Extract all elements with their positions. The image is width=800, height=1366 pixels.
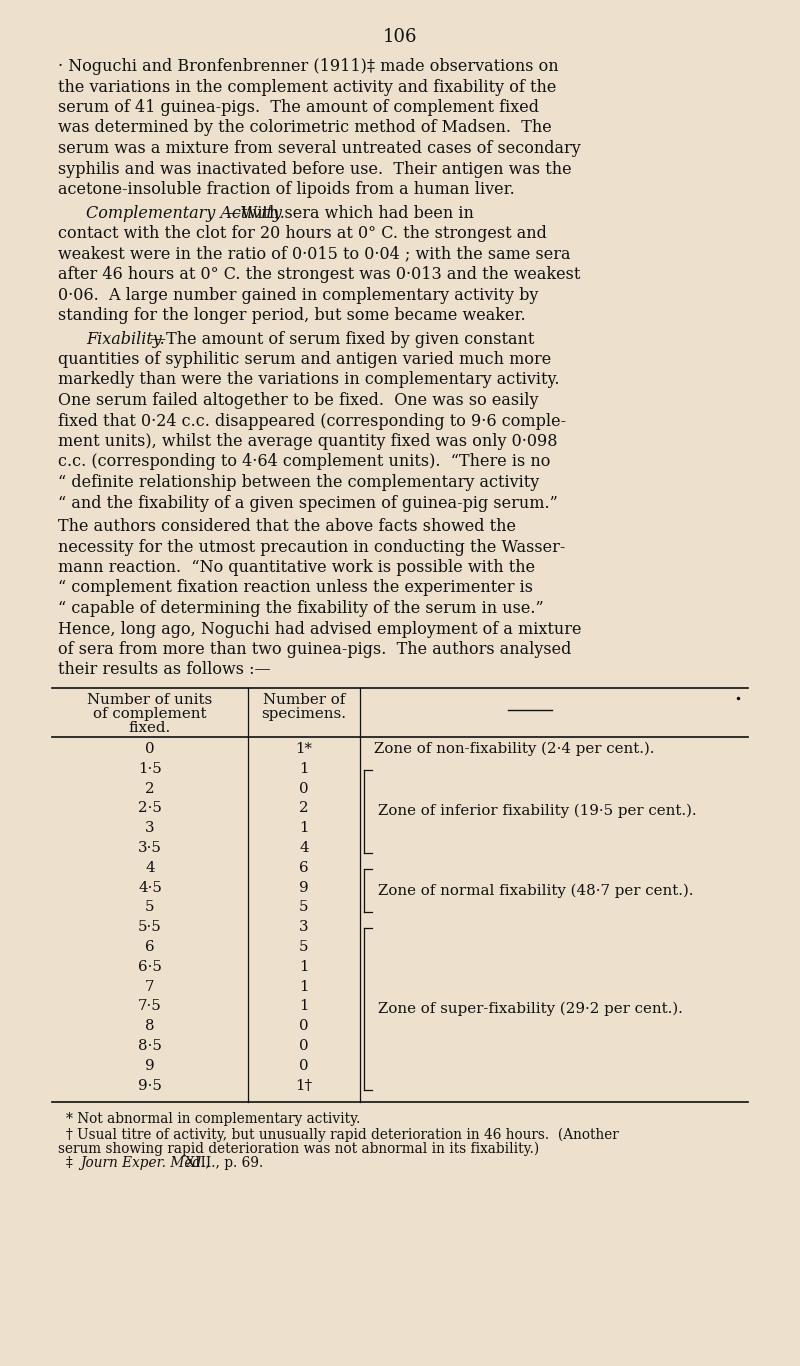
Text: 2: 2	[145, 781, 155, 795]
Text: 8: 8	[145, 1019, 155, 1033]
Text: 8·5: 8·5	[138, 1040, 162, 1053]
Text: of complement: of complement	[94, 708, 206, 721]
Text: “ definite relationship between the complementary activity: “ definite relationship between the comp…	[58, 474, 539, 490]
Text: 0: 0	[145, 742, 155, 755]
Text: —The amount of serum fixed by given constant: —The amount of serum fixed by given cons…	[150, 331, 534, 347]
Text: 2: 2	[299, 802, 309, 816]
Text: their results as follows :—: their results as follows :—	[58, 661, 270, 679]
Text: 1: 1	[299, 1000, 309, 1014]
Text: fixed that 0·24 c.c. disappeared (corresponding to 9·6 comple-: fixed that 0·24 c.c. disappeared (corres…	[58, 413, 566, 429]
Text: 0·06.  A large number gained in complementary activity by: 0·06. A large number gained in complemen…	[58, 287, 538, 303]
Text: † Usual titre of activity, but unusually rapid deterioration in 46 hours.  (Anot: † Usual titre of activity, but unusually…	[66, 1127, 618, 1142]
Text: 1: 1	[299, 960, 309, 974]
Text: 1†: 1†	[295, 1079, 313, 1093]
Text: 0: 0	[299, 1040, 309, 1053]
Text: One serum failed altogether to be fixed.  One was so easily: One serum failed altogether to be fixed.…	[58, 392, 538, 408]
Text: The authors considered that the above facts showed the: The authors considered that the above fa…	[58, 518, 516, 535]
Text: 4: 4	[299, 841, 309, 855]
Text: ment units), whilst the average quantity fixed was only 0·098: ment units), whilst the average quantity…	[58, 433, 558, 449]
Text: mann reaction.  “No quantitative work is possible with the: mann reaction. “No quantitative work is …	[58, 559, 535, 576]
Text: 7·5: 7·5	[138, 1000, 162, 1014]
Text: 5: 5	[299, 940, 309, 953]
Text: 0: 0	[299, 1019, 309, 1033]
Text: Hence, long ago, Noguchi had advised employment of a mixture: Hence, long ago, Noguchi had advised emp…	[58, 620, 582, 638]
Text: Zone of non-fixability (2·4 per cent.).: Zone of non-fixability (2·4 per cent.).	[374, 742, 654, 757]
Text: quantities of syphilitic serum and antigen varied much more: quantities of syphilitic serum and antig…	[58, 351, 551, 367]
Text: 7: 7	[146, 979, 154, 993]
Text: 1*: 1*	[295, 742, 313, 755]
Text: specimens.: specimens.	[262, 708, 346, 721]
Text: 6: 6	[299, 861, 309, 874]
Text: Zone of normal fixability (48·7 per cent.).: Zone of normal fixability (48·7 per cent…	[378, 884, 694, 897]
Text: Fixability.: Fixability.	[86, 331, 165, 347]
Text: 3·5: 3·5	[138, 841, 162, 855]
Text: of sera from more than two guinea-pigs.  The authors analysed: of sera from more than two guinea-pigs. …	[58, 641, 571, 658]
Text: 9·5: 9·5	[138, 1079, 162, 1093]
Text: Complementary Activity.: Complementary Activity.	[86, 205, 285, 221]
Text: serum was a mixture from several untreated cases of secondary: serum was a mixture from several untreat…	[58, 139, 581, 157]
Text: after 46 hours at 0° C. the strongest was 0·013 and the weakest: after 46 hours at 0° C. the strongest wa…	[58, 266, 580, 283]
Text: Number of units: Number of units	[87, 693, 213, 708]
Text: 9: 9	[145, 1059, 155, 1072]
Text: 4: 4	[145, 861, 155, 874]
Text: c.c. (corresponding to 4·64 complement units).  “There is no: c.c. (corresponding to 4·64 complement u…	[58, 454, 550, 470]
Text: * Not abnormal in complementary activity.: * Not abnormal in complementary activity…	[66, 1112, 360, 1127]
Text: 9: 9	[299, 881, 309, 895]
Text: “ capable of determining the fixability of the serum in use.”: “ capable of determining the fixability …	[58, 600, 544, 617]
Text: the variations in the complement activity and fixability of the: the variations in the complement activit…	[58, 78, 556, 96]
Text: 0: 0	[299, 781, 309, 795]
Text: 5·5: 5·5	[138, 921, 162, 934]
Text: 106: 106	[382, 27, 418, 46]
Text: 4·5: 4·5	[138, 881, 162, 895]
Text: Number of: Number of	[263, 693, 345, 708]
Text: acetone-insoluble fraction of lipoids from a human liver.: acetone-insoluble fraction of lipoids fr…	[58, 182, 514, 198]
Text: serum of 41 guinea-pigs.  The amount of complement fixed: serum of 41 guinea-pigs. The amount of c…	[58, 98, 539, 116]
Text: 5: 5	[299, 900, 309, 914]
Text: 5: 5	[146, 900, 154, 914]
Text: · Noguchi and Bronfenbrenner (1911)‡ made observations on: · Noguchi and Bronfenbrenner (1911)‡ mad…	[58, 57, 558, 75]
Text: 1: 1	[299, 979, 309, 993]
Text: 3: 3	[145, 821, 155, 835]
Text: 1·5: 1·5	[138, 762, 162, 776]
Text: Zone of inferior fixability (19·5 per cent.).: Zone of inferior fixability (19·5 per ce…	[378, 805, 697, 818]
Text: fixed.: fixed.	[129, 721, 171, 735]
Text: 0: 0	[299, 1059, 309, 1072]
Text: 6·5: 6·5	[138, 960, 162, 974]
Text: serum showing rapid deterioration was not abnormal in its fixability.): serum showing rapid deterioration was no…	[58, 1142, 539, 1156]
Text: syphilis and was inactivated before use.  Their antigen was the: syphilis and was inactivated before use.…	[58, 160, 572, 178]
Text: contact with the clot for 20 hours at 0° C. the strongest and: contact with the clot for 20 hours at 0°…	[58, 225, 547, 242]
Text: 1: 1	[299, 821, 309, 835]
Text: “ and the fixability of a given specimen of guinea-pig serum.”: “ and the fixability of a given specimen…	[58, 494, 558, 511]
Text: 6: 6	[145, 940, 155, 953]
Text: 3: 3	[299, 921, 309, 934]
Text: —With sera which had been in: —With sera which had been in	[225, 205, 474, 221]
Text: Journ Exper. Med.,: Journ Exper. Med.,	[80, 1157, 210, 1171]
Text: standing for the longer period, but some became weaker.: standing for the longer period, but some…	[58, 307, 526, 324]
Text: weakest were in the ratio of 0·015 to 0·04 ; with the same sera: weakest were in the ratio of 0·015 to 0·…	[58, 246, 570, 262]
Text: markedly than were the variations in complementary activity.: markedly than were the variations in com…	[58, 372, 559, 388]
Text: was determined by the colorimetric method of Madsen.  The: was determined by the colorimetric metho…	[58, 119, 552, 137]
Text: 2·5: 2·5	[138, 802, 162, 816]
Text: “ complement fixation reaction unless the experimenter is: “ complement fixation reaction unless th…	[58, 579, 533, 597]
Text: 1: 1	[299, 762, 309, 776]
Text: ‡: ‡	[66, 1157, 77, 1171]
Text: Zone of super-fixability (29·2 per cent.).: Zone of super-fixability (29·2 per cent.…	[378, 1003, 683, 1016]
Text: XIII., p. 69.: XIII., p. 69.	[181, 1157, 263, 1171]
Text: necessity for the utmost precaution in conducting the Wasser-: necessity for the utmost precaution in c…	[58, 538, 566, 556]
